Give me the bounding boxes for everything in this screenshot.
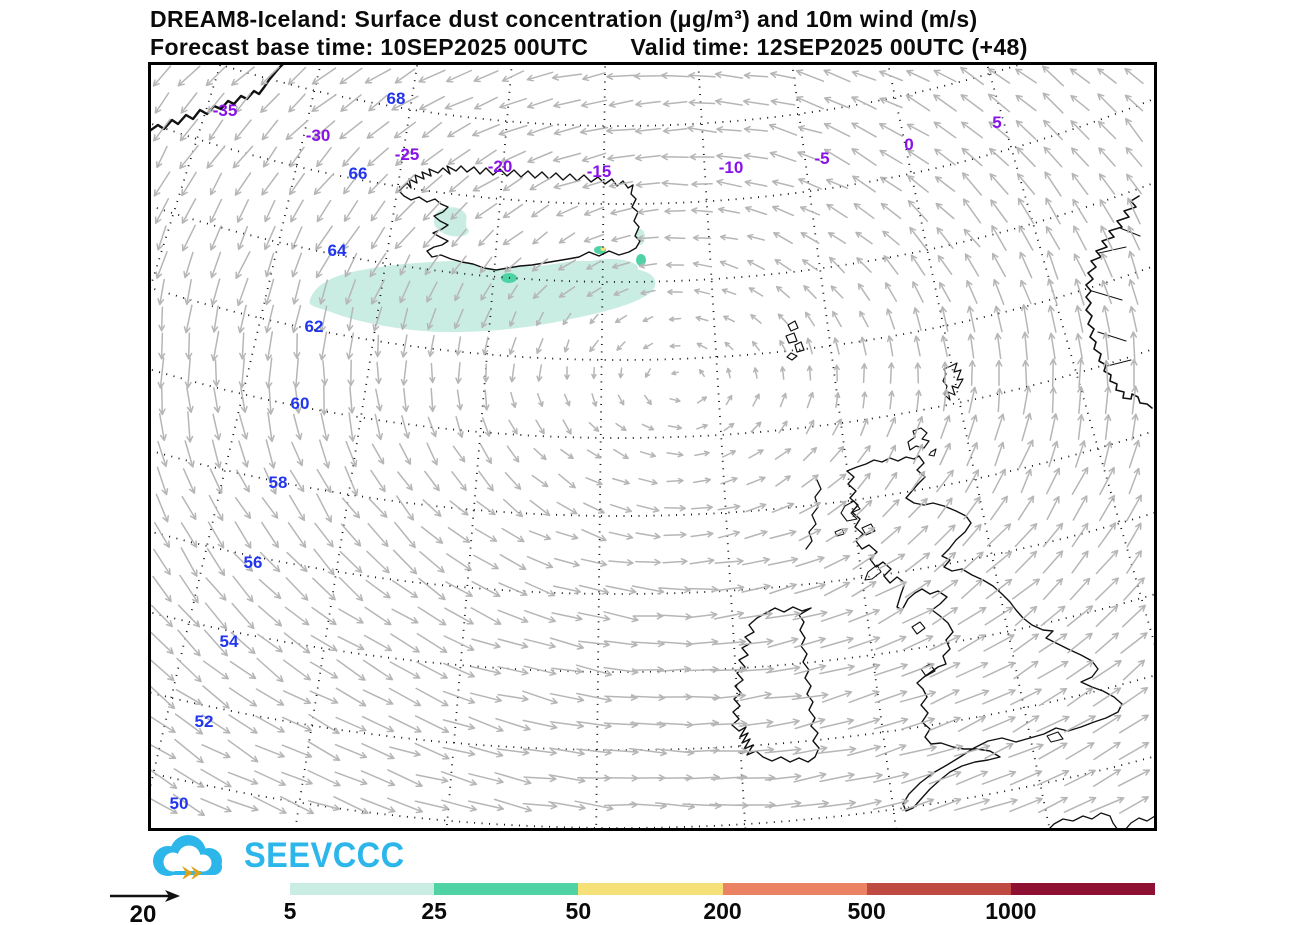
- legend-bar: SEEVCCC 20 5 25 50 200 500 1000: [0, 830, 1291, 925]
- latitude-label: 58: [269, 473, 288, 492]
- colorbar-tick-label: 1000: [985, 898, 1037, 924]
- anglesey: [920, 663, 936, 677]
- map-border: [148, 62, 1157, 831]
- chart-subtitle: Forecast base time: 10SEP2025 00UTC Valid…: [150, 34, 1028, 61]
- longitude-label: -10: [719, 158, 744, 177]
- colorbar-segment: [722, 883, 867, 895]
- colorbar-segment: [578, 883, 723, 895]
- latitude-label: 62: [305, 317, 324, 336]
- parallel-line: [148, 96, 1157, 205]
- latitude-label: 56: [244, 553, 263, 572]
- wind-arrow-field: [148, 65, 1151, 817]
- meridian-line: [697, 62, 747, 831]
- land-fill-orkney: [908, 428, 929, 450]
- dust-area-medium: [501, 273, 517, 283]
- faroe-1: [787, 320, 799, 332]
- latitude-label: 66: [349, 164, 368, 183]
- land-fill-great-britain: [847, 456, 1122, 811]
- mull: [861, 523, 876, 536]
- valid-time: Valid time: 12SEP2025 00UTC (+48): [630, 34, 1028, 60]
- ireland: [731, 606, 820, 763]
- latitude-label: 64: [328, 241, 347, 260]
- orkney: [907, 427, 930, 451]
- outer-hebrides: [805, 479, 822, 550]
- longitude-label: -30: [306, 126, 331, 145]
- parallel-line: [148, 511, 1157, 595]
- longitude-label: -5: [814, 149, 829, 168]
- france-coast-east: [1123, 815, 1156, 831]
- colorbar-tick-label: 200: [703, 898, 742, 924]
- longitude-label: -35: [213, 101, 238, 120]
- latitude-label: 68: [387, 89, 406, 108]
- parallel-line: [148, 592, 1157, 673]
- parallel-line: [148, 346, 1157, 439]
- colorbar-tick-label: 500: [847, 898, 886, 924]
- chart-header: DREAM8-Iceland: Surface dust concentrati…: [150, 6, 1028, 61]
- latitude-label: 50: [170, 794, 189, 813]
- colorbar-segment: [434, 883, 579, 895]
- orkney-islet: [928, 448, 937, 457]
- skye: [840, 500, 861, 522]
- iceland: [398, 165, 641, 271]
- wind-reference-value: 20: [130, 901, 157, 924]
- shetland: [942, 362, 964, 401]
- land-fill-iceland: [399, 166, 640, 270]
- norway-coast: [1085, 195, 1153, 409]
- norway-fjord-4: [1106, 359, 1132, 367]
- latitude-label: 60: [291, 394, 310, 413]
- forecast-base-time: Forecast base time: 10SEP2025 00UTC: [150, 34, 589, 60]
- colorbar-segment: [866, 883, 1011, 895]
- isle-of-man: [911, 621, 926, 635]
- colorbar-segment: [1010, 883, 1156, 895]
- dust-area-light: [582, 259, 638, 277]
- faroe-4: [786, 352, 798, 361]
- colorbar-tick-label: 25: [421, 898, 447, 924]
- coastlines: [148, 62, 1156, 831]
- logo-chevron-icon: [191, 866, 202, 879]
- logo-chevron-icon: [182, 866, 193, 879]
- islay: [864, 564, 882, 581]
- landmass-layer: [399, 166, 1122, 811]
- longitude-label: 5: [992, 113, 1001, 132]
- colorbar-segment: [290, 883, 435, 895]
- isle-of-wight: [1046, 731, 1064, 743]
- longitude-label: -20: [488, 157, 513, 176]
- faroe-3: [794, 341, 805, 353]
- chart-title: DREAM8-Iceland: Surface dust concentrati…: [150, 6, 978, 32]
- latitude-label: 52: [195, 712, 214, 731]
- dust-area-medium: [636, 254, 646, 266]
- france-channel-coast: [1046, 812, 1119, 831]
- longitude-label: 0: [904, 135, 913, 154]
- cloud-inner-base: [166, 861, 210, 871]
- graticule-labels: -35 -30 -25 -20 -15 -10 -5 0 5 68 66 64 62 60 58 56 54 52…: [170, 89, 1002, 813]
- parallel-line: [148, 180, 1157, 283]
- parallel-line: [148, 429, 1157, 517]
- land-fill-shetland: [943, 363, 963, 400]
- wind-arrow-head-icon: [165, 890, 180, 902]
- norway-fjord-5: [1119, 227, 1141, 237]
- wind-speed-legend: 20: [110, 890, 180, 924]
- logo-text: SEEVCCC: [244, 836, 405, 875]
- latitude-label: 54: [220, 632, 239, 651]
- dust-area-high-speck: [600, 247, 606, 251]
- norway-fjord-2: [1091, 290, 1123, 301]
- seevccc-logo: SEEVCCC: [146, 834, 417, 879]
- colorbar-tick-label: 5: [283, 898, 297, 924]
- dust-colorbar: [290, 883, 1156, 895]
- colorbar-tick-label: 50: [565, 898, 592, 924]
- norway-fjord-3: [1097, 331, 1127, 342]
- wind-arrows: [148, 65, 1151, 817]
- parallel-line: [209, 62, 1031, 127]
- faroe-2: [785, 332, 798, 344]
- cloud-logo-icon: [153, 835, 222, 879]
- longitude-label: -15: [587, 162, 612, 181]
- longitude-label: -25: [395, 145, 420, 164]
